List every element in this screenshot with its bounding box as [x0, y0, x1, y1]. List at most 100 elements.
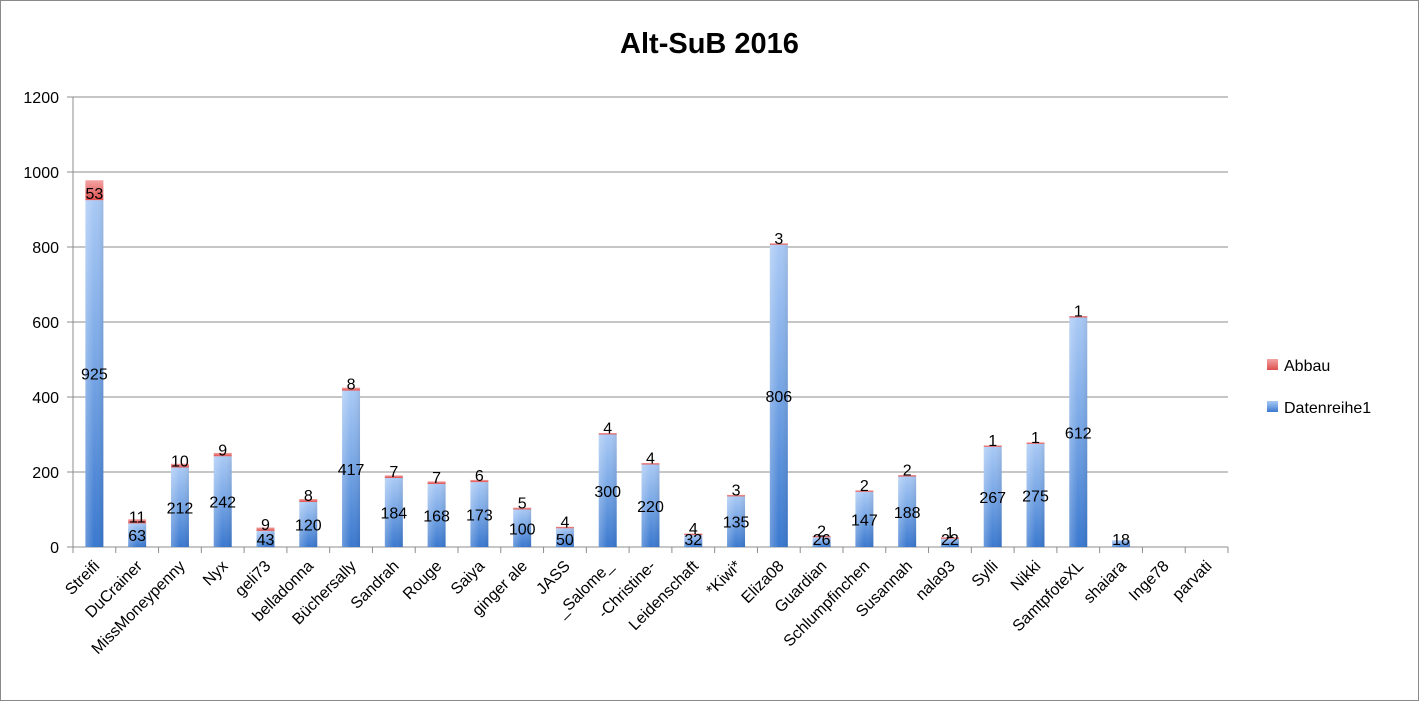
data-label-datenreihe1: 300 [594, 484, 621, 501]
data-label-datenreihe1: 173 [466, 508, 493, 525]
x-tick-label: Sylli [969, 558, 1002, 591]
data-label-datenreihe1: 147 [851, 512, 878, 529]
data-label-abbau: 1 [988, 433, 997, 450]
y-tick-label: 1000 [23, 165, 59, 182]
bar-datenreihe1-shade [85, 200, 104, 547]
bar-abbau [855, 490, 874, 492]
legend-datenreihe1-label: Datenreihe1 [1284, 400, 1371, 417]
data-label-datenreihe1: 184 [380, 506, 407, 523]
bar-datenreihe1-shade [256, 530, 275, 547]
bar-datenreihe1-shade [1069, 317, 1088, 547]
bar-abbau [598, 433, 617, 435]
data-label-datenreihe1: 806 [765, 389, 792, 406]
bar-abbau [513, 507, 532, 510]
bar-abbau [170, 463, 189, 468]
data-label-abbau: 6 [475, 468, 484, 485]
bar-datenreihe1-shade [513, 509, 532, 547]
data-label-abbau: 1 [1074, 304, 1083, 321]
bar-datenreihe1-shade [983, 446, 1002, 547]
bar-datenreihe1-shade [855, 491, 874, 547]
bar-datenreihe1-shade [598, 434, 617, 547]
data-label-datenreihe1: 925 [81, 367, 108, 384]
bar-datenreihe1-shade [940, 538, 959, 547]
bar-datenreihe1-shade [470, 482, 489, 547]
bar-abbau [1069, 316, 1088, 318]
y-tick-label: 0 [50, 540, 59, 557]
x-tick-label: shaiara [1081, 558, 1130, 607]
data-label-datenreihe1: 26 [813, 532, 831, 549]
bar-abbau [940, 537, 959, 539]
data-label-datenreihe1: 18 [1112, 532, 1130, 549]
bar-abbau [427, 481, 446, 484]
bar-abbau [641, 463, 660, 465]
data-label-abbau: 7 [389, 464, 398, 481]
bar-abbau [256, 527, 275, 531]
data-label-datenreihe1: 612 [1065, 425, 1092, 442]
bar-abbau [213, 452, 232, 457]
bar-datenreihe1-shade [898, 476, 917, 547]
bar-datenreihe1-shade [812, 537, 831, 547]
bar-datenreihe1-shade [555, 528, 574, 547]
y-tick-label: 800 [32, 240, 59, 257]
bar-datenreihe1-shade [1026, 443, 1045, 547]
data-label-datenreihe1: 100 [509, 521, 536, 538]
bar-datenreihe1-shade [1112, 540, 1131, 547]
bar-abbau [684, 533, 703, 535]
bar-datenreihe1-shade [213, 456, 232, 547]
bar-abbau [898, 475, 917, 477]
data-label-abbau: 4 [646, 451, 655, 468]
bar-datenreihe1-shade [427, 484, 446, 547]
data-label-datenreihe1: 267 [979, 490, 1006, 507]
x-tick-label: parvati [1169, 558, 1215, 604]
data-label-abbau: 5 [518, 496, 527, 513]
x-tick-label: Nikki [1008, 558, 1045, 595]
y-tick-label: 200 [32, 465, 59, 482]
y-tick-label: 400 [32, 390, 59, 407]
data-label-datenreihe1: 242 [209, 495, 236, 512]
x-tick-label: JASS [533, 558, 573, 598]
data-label-abbau: 4 [689, 521, 698, 538]
bar-abbau [812, 535, 831, 538]
data-label-abbau: 8 [347, 377, 356, 394]
data-label-datenreihe1: 50 [556, 532, 574, 549]
y-tick-label: 600 [32, 315, 59, 332]
legend-datenreihe1-swatch [1267, 401, 1278, 412]
data-label-datenreihe1: 212 [167, 500, 194, 517]
data-label-abbau: 7 [432, 470, 441, 487]
bar-abbau [470, 479, 489, 483]
x-tick-label: nala93 [913, 558, 959, 604]
data-label-datenreihe1: 188 [894, 505, 921, 522]
data-label-datenreihe1: 275 [1022, 488, 1049, 505]
bar-abbau [128, 519, 147, 524]
bar-datenreihe1-shade [342, 390, 361, 547]
data-label-datenreihe1: 22 [941, 532, 959, 549]
bar-abbau [727, 494, 746, 497]
data-label-abbau: 1 [1031, 430, 1040, 447]
data-label-abbau: 4 [560, 514, 569, 531]
bar-datenreihe1-shade [727, 496, 746, 547]
bar-abbau [299, 499, 318, 502]
data-label-abbau: 10 [171, 454, 189, 471]
chart-title: Alt-SuB 2016 [620, 28, 799, 60]
x-tick-label: Nyx [200, 558, 232, 590]
data-label-abbau: 2 [817, 523, 826, 540]
data-label-abbau: 3 [732, 482, 741, 499]
x-tick-label: *Kiwi* [703, 558, 745, 600]
bar-datenreihe1-shade [641, 464, 660, 547]
data-label-abbau: 9 [218, 442, 227, 459]
data-label-datenreihe1: 32 [684, 532, 702, 549]
data-label-datenreihe1: 168 [423, 509, 450, 526]
bar-abbau [384, 475, 403, 478]
bar-abbau [769, 243, 788, 245]
bar-datenreihe1-shade [299, 502, 318, 547]
bar-datenreihe1-shade [170, 467, 189, 547]
data-label-datenreihe1: 220 [637, 499, 664, 516]
data-label-abbau: 2 [860, 478, 869, 495]
bar-abbau [85, 180, 104, 201]
bar-datenreihe1-shade [384, 478, 403, 547]
y-tick-label: 1200 [23, 90, 59, 107]
data-label-abbau: 9 [261, 517, 270, 534]
x-tick-label: Streifi [62, 558, 103, 599]
bar-abbau [342, 387, 361, 391]
